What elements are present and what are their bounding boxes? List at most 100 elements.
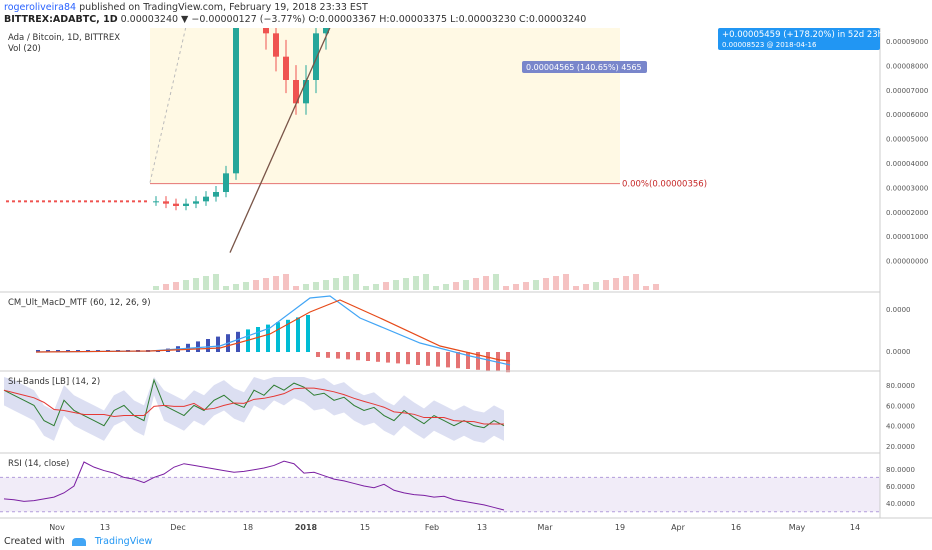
price-tick: 0.00006000 <box>886 111 928 119</box>
candle-body <box>193 201 199 204</box>
volume-bar <box>523 282 529 290</box>
volume-bar <box>423 274 429 290</box>
candle-body <box>120 200 123 203</box>
macd-histogram-bar <box>476 352 480 370</box>
volume-bar <box>353 274 359 290</box>
measure-label: 0.00004565 (140.65%) 4565 <box>526 63 642 72</box>
rsi-pane[interactable]: 80.0000 60.0000 40.0000 RSI (14, close) <box>0 452 915 513</box>
macd-histogram-bar <box>46 350 50 352</box>
candle-body <box>18 200 21 203</box>
volume-bar <box>273 276 279 290</box>
time-tick: Feb <box>425 523 439 532</box>
macd-histogram-bar <box>466 352 470 369</box>
tradingview-link[interactable]: TradingView <box>94 536 153 547</box>
macd-line <box>35 295 511 366</box>
footer: Created with TradingView <box>4 536 152 547</box>
time-tick: 13 <box>100 523 110 532</box>
volume-bar <box>483 276 489 290</box>
fib-zones <box>150 28 620 184</box>
signal-line <box>35 299 511 362</box>
volume-bar <box>163 284 169 290</box>
macd-histogram-bar <box>196 341 200 352</box>
fib-zone <box>150 28 620 184</box>
macd-histogram-bar <box>356 352 360 361</box>
macd-histogram-bar <box>266 324 270 352</box>
si-tick: 40.0000 <box>886 423 915 431</box>
main-title: Ada / Bitcoin, 1D, BITTREX <box>8 33 120 43</box>
volume-bar <box>343 276 349 290</box>
overlays: BUY ZONE0.00004565 (140.65%) 45650.00003… <box>149 28 647 253</box>
volume-bar <box>643 286 649 290</box>
si-pane[interactable]: 80.0000 60.0000 40.0000 20.0000 SI+Bands [L… <box>0 370 915 451</box>
macd-histogram-bar <box>216 336 220 352</box>
candle-body <box>183 203 189 206</box>
volume-bar <box>243 282 249 290</box>
candle-body <box>303 80 309 104</box>
macd-histogram-bar <box>506 352 510 373</box>
symbol-label: BITTREX:ADABTC, 1D <box>4 14 118 25</box>
volume-bar <box>453 282 459 290</box>
macd-histogram-bar <box>386 352 390 363</box>
macd-histogram-bar <box>76 350 80 352</box>
volume-bar <box>283 274 289 290</box>
candle-body <box>144 200 147 203</box>
candles <box>6 28 659 290</box>
macd-histogram-bar <box>346 352 350 360</box>
price-tick: 0.00002000 <box>886 209 928 217</box>
target-line-2: 0.00008523 @ 2018-04-16 <box>722 41 817 49</box>
time-tick: 19 <box>615 523 625 532</box>
volume-bar <box>373 284 379 290</box>
candle-body <box>323 28 329 34</box>
macd-tick: 0.0000 <box>886 348 911 356</box>
main-pane[interactable]: 100.00%(0.00009100)78.60%(0.00007229)61.… <box>0 28 880 290</box>
symbol-line: BITTREX:ADABTC, 1D 0.00003240 ▼ −0.00000… <box>4 14 586 25</box>
macd-pane[interactable]: 0.0000 0.0000 CM_Ult_MacD_MTF (60, 12, 26… <box>0 291 911 373</box>
time-tick: 16 <box>731 523 741 532</box>
candle-body <box>36 200 39 203</box>
volume-bar <box>623 276 629 290</box>
volume-bar <box>563 274 569 290</box>
macd-histogram-bar <box>486 352 490 371</box>
candle-body <box>213 192 219 197</box>
si-line <box>3 378 505 429</box>
candle-body <box>273 33 279 57</box>
volume-bar <box>593 282 599 290</box>
volume-bar <box>233 284 239 290</box>
volume-bar <box>633 274 639 290</box>
macd-histogram-bar <box>236 331 240 352</box>
price-tick: 0.00001000 <box>886 233 928 241</box>
volume-bar <box>183 280 189 290</box>
volume-bar <box>443 284 449 290</box>
candle-body <box>30 200 33 203</box>
volume-bar <box>403 278 409 290</box>
macd-histogram-bar <box>406 352 410 365</box>
candle-body <box>78 200 81 203</box>
candle-body <box>48 200 51 203</box>
chart-area[interactable]: 100.00%(0.00009100)78.60%(0.00007229)61.… <box>0 28 932 536</box>
price-tick: 0.00007000 <box>886 87 928 95</box>
price-axis[interactable]: 0.00009000 0.00008000 0.00007000 0.00006000… <box>0 28 932 266</box>
price-tick: 0.00009000 <box>886 38 928 46</box>
time-tick: 15 <box>360 523 370 532</box>
candle-body <box>66 200 69 203</box>
candle-body <box>313 33 319 80</box>
macd-histogram-bar <box>256 327 260 352</box>
volume-bar <box>503 286 509 290</box>
macd-tick: 0.0000 <box>886 306 911 314</box>
si-tick: 80.0000 <box>886 382 915 390</box>
candle-body <box>153 201 159 203</box>
time-tick: 14 <box>850 523 860 532</box>
macd-histogram-bar <box>456 352 460 369</box>
volume-bar <box>573 286 579 290</box>
price-tick: 0.00000000 <box>886 258 928 266</box>
candle-body <box>293 80 299 104</box>
time-axis[interactable]: Nov 13 Dec 18 2018 15 Feb 13 Mar 19 Apr 16 May 14 <box>49 523 860 532</box>
time-tick: 18 <box>243 523 253 532</box>
time-tick: 13 <box>477 523 487 532</box>
macd-histogram-bar <box>426 352 430 366</box>
price-tick: 0.00003000 <box>886 184 928 192</box>
macd-title: CM_Ult_MacD_MTF (60, 12, 26, 9) <box>8 298 151 308</box>
macd-histogram-bar <box>56 350 60 352</box>
author-link[interactable]: rogeroliveira84 <box>4 2 77 13</box>
rsi-series: 80.0000 60.0000 40.0000 <box>0 460 915 513</box>
